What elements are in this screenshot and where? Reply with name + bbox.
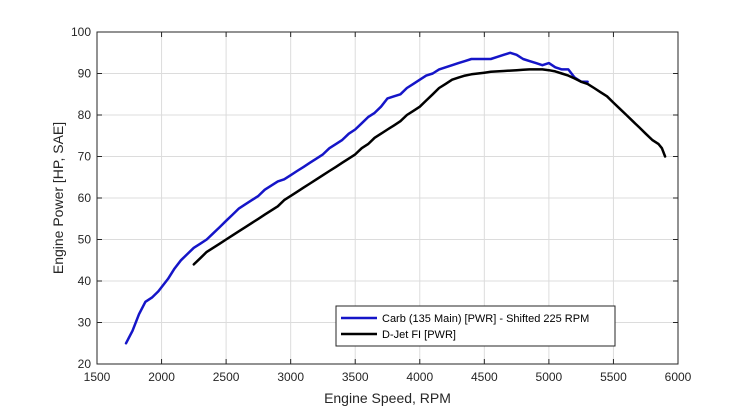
x-tick-label: 1500: [84, 370, 111, 384]
legend-label-djet: D-Jet FI [PWR]: [382, 329, 456, 341]
series-group: [124, 51, 667, 345]
y-tick-label: 100: [71, 25, 91, 39]
legend-box: [335, 305, 616, 347]
x-tick-label: 2000: [148, 370, 175, 384]
x-tick-label: 4000: [406, 370, 433, 384]
y-tick-label: 70: [78, 150, 92, 164]
x-tick-label: 3500: [342, 370, 369, 384]
legend-label-carb: Carb (135 Main) [PWR] - Shifted 225 RPM: [382, 313, 589, 325]
series-line-0: [124, 51, 589, 345]
x-tick-label: 4500: [471, 370, 498, 384]
x-tick-label: 5500: [600, 370, 627, 384]
y-tick-label: 90: [78, 67, 92, 81]
x-tick-label: 3000: [277, 370, 304, 384]
legend: Carb (135 Main) [PWR] - Shifted 225 RPM …: [335, 305, 616, 347]
y-tick-label: 50: [78, 233, 92, 247]
y-tick-label: 60: [78, 191, 92, 205]
series-line-1: [192, 68, 667, 266]
ticks: 1500 2000 2500 3000 3500 4000 4500 5000 5500 6000…: [71, 25, 692, 384]
x-tick-label: 2500: [213, 370, 240, 384]
y-tick-label: 30: [78, 316, 92, 330]
x-axis-label: Engine Speed, RPM: [324, 390, 451, 406]
x-tick-label: 6000: [665, 370, 692, 384]
y-axis-label: Engine Power [HP, SAE]: [50, 122, 66, 274]
x-tick-label: 5000: [536, 370, 563, 384]
y-tick-label: 20: [78, 357, 92, 371]
y-tick-label: 80: [78, 108, 92, 122]
y-tick-label: 40: [78, 274, 92, 288]
grid: [97, 32, 678, 364]
